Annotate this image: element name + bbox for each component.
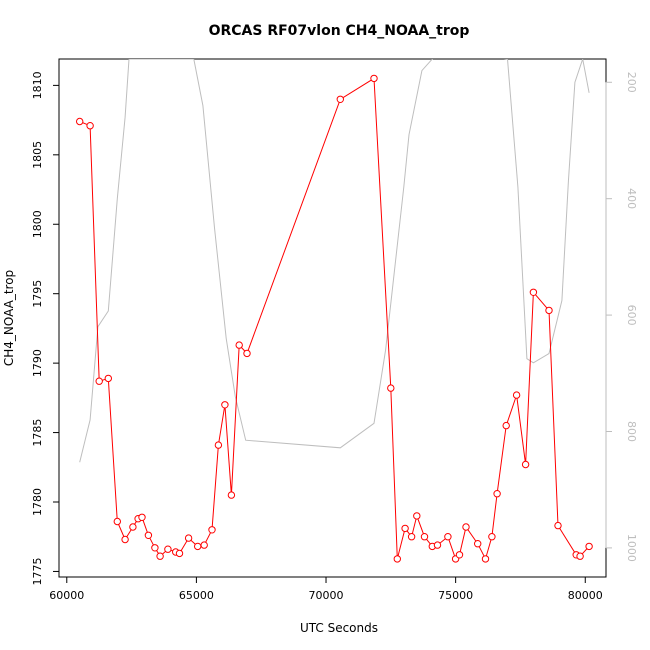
data-point	[129, 523, 137, 531]
data-point	[493, 490, 501, 498]
data-point	[95, 377, 103, 385]
data-point	[151, 544, 159, 552]
data-point	[243, 349, 251, 358]
data-point	[121, 535, 129, 544]
data-point	[462, 523, 470, 531]
x-tick-label: 65000	[179, 589, 214, 602]
x-tick-label: 75000	[438, 589, 473, 602]
y-tick-label: 1780	[31, 488, 44, 516]
x-tick-label: 70000	[309, 589, 344, 602]
y-axis-label: CH4_NOAA_trop	[2, 270, 16, 366]
y2-axis: 200 400 600 800 1000	[605, 72, 638, 562]
data-point	[221, 401, 229, 409]
data-point	[214, 441, 223, 449]
data-point	[545, 306, 553, 315]
y2-tick-label: 400	[625, 188, 638, 209]
data-point	[401, 524, 409, 533]
data-point	[576, 552, 584, 560]
red-series-line	[79, 77, 590, 561]
y2-tick-label: 200	[625, 72, 638, 93]
data-point	[455, 551, 464, 559]
data-point	[512, 391, 521, 399]
x-axis: 60000 65000 70000 75000 80000	[49, 576, 603, 602]
y-tick-label: 1810	[31, 71, 44, 99]
data-point	[481, 555, 490, 563]
data-point	[235, 341, 243, 349]
data-point	[194, 542, 202, 551]
data-point	[104, 374, 113, 383]
data-point	[387, 384, 395, 392]
y2-tick-label: 1000	[625, 534, 638, 562]
data-point	[393, 555, 401, 563]
data-point	[420, 533, 429, 541]
data-point	[433, 541, 442, 549]
y-tick-label: 1785	[31, 419, 44, 447]
y-tick-label: 1775	[31, 557, 44, 585]
data-point	[113, 517, 122, 526]
data-point	[76, 117, 84, 126]
data-point	[521, 460, 530, 469]
y-tick-label: 1795	[31, 280, 44, 308]
data-point	[413, 512, 421, 520]
x-axis-label: UTC Seconds	[300, 621, 378, 635]
y2-tick-label: 600	[625, 305, 638, 326]
data-point	[444, 533, 452, 541]
y-axis: 1775 1780 1785 1790 1795 1800 1805 1810	[31, 71, 60, 585]
data-point	[227, 491, 236, 499]
data-point	[175, 549, 184, 558]
data-point	[502, 421, 510, 430]
data-point	[144, 531, 153, 539]
data-point	[488, 533, 496, 541]
y-tick-label: 1790	[31, 349, 44, 377]
y-tick-label: 1805	[31, 141, 44, 169]
y2-tick-label: 800	[625, 421, 638, 442]
gray-series-line	[79, 59, 590, 463]
data-point	[336, 95, 344, 104]
data-point	[184, 534, 193, 542]
chart-title: ORCAS RF07vlon CH4_NOAA_trop	[209, 23, 470, 39]
x-tick-label: 60000	[49, 589, 84, 602]
data-point	[474, 540, 482, 548]
data-point	[407, 533, 416, 541]
gray-series	[79, 59, 590, 463]
data-point	[86, 122, 94, 130]
data-point	[554, 521, 562, 530]
data-point	[208, 526, 216, 534]
data-point	[156, 552, 164, 560]
plot-frame	[58, 58, 607, 578]
data-point	[200, 541, 208, 549]
data-point	[585, 542, 593, 551]
data-point	[164, 545, 172, 553]
red-series	[76, 74, 593, 563]
data-point	[370, 74, 378, 83]
data-point	[529, 288, 538, 296]
data-point	[138, 513, 146, 521]
y-tick-label: 1800	[31, 210, 44, 238]
x-tick-label: 80000	[568, 589, 603, 602]
